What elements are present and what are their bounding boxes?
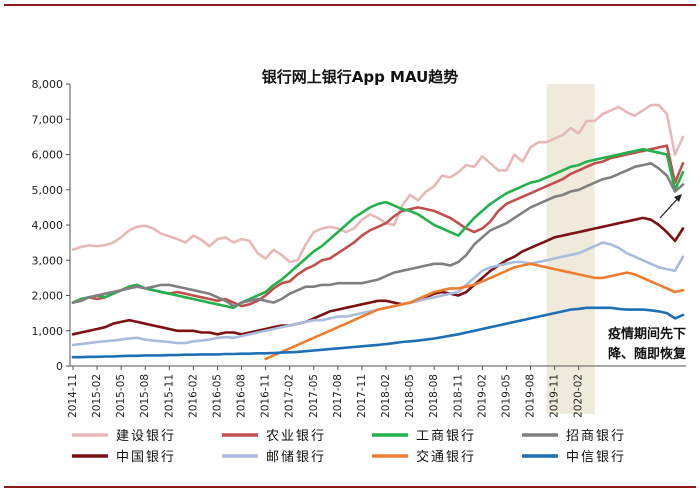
annotation: 疫情期间先下 降、随即恢复 — [608, 194, 687, 362]
legend-label: 中国银行 — [116, 450, 176, 465]
x-tick-label: 2019-11 — [549, 374, 561, 418]
bottom-rule — [4, 486, 696, 488]
series-line-工商银行 — [71, 147, 685, 310]
y-tick-label: 4,000 — [32, 219, 64, 232]
annotation-line-2: 降、随即恢复 — [608, 346, 687, 362]
legend-label: 中信银行 — [566, 450, 626, 465]
y-tick-label: 7,000 — [32, 113, 64, 126]
x-tick-label: 2016-11 — [260, 374, 272, 418]
series-line-农业银行 — [71, 144, 685, 308]
y-tick-label: 1,000 — [32, 325, 64, 338]
y-tick-label: 5,000 — [32, 184, 64, 197]
legend-label: 农业银行 — [266, 429, 326, 444]
x-tick-label: 2016-02 — [187, 374, 199, 418]
series-line-交通银行 — [264, 262, 685, 361]
legend-label: 邮储银行 — [266, 450, 326, 465]
series-line-中信银行 — [71, 306, 685, 359]
legend-label: 招商银行 — [566, 429, 626, 444]
x-tick-label: 2019-05 — [500, 374, 512, 418]
top-rule — [4, 4, 696, 6]
x-tick-label: 2020-02 — [573, 374, 585, 418]
x-tick-label: 2015-08 — [139, 374, 151, 418]
y-tick-label: 6,000 — [32, 149, 64, 162]
x-tick-label: 2019-08 — [525, 374, 537, 418]
x-tick-label: 2018-08 — [428, 374, 440, 418]
x-tick-label: 2015-02 — [91, 374, 103, 418]
y-tick-label: 3,000 — [32, 254, 64, 267]
annotation-line-1: 疫情期间先下 — [608, 326, 686, 342]
series-line-建设银行 — [71, 103, 685, 264]
chart-title: 银行网上银行App MAU趋势 — [262, 68, 459, 86]
x-tick-label: 2017-05 — [308, 374, 320, 418]
x-tick-label: 2017-02 — [284, 374, 296, 418]
x-tick-label: 2015-11 — [163, 374, 175, 418]
series-line-招商银行 — [71, 162, 685, 308]
x-tick-label: 2014-11 — [67, 374, 79, 418]
x-tick-label: 2017-11 — [356, 374, 368, 418]
y-tick-label: 8,000 — [32, 78, 64, 91]
series-line-中国银行 — [71, 216, 685, 336]
x-tick-label: 2015-05 — [115, 374, 127, 418]
x-tick-label: 2018-02 — [380, 374, 392, 418]
x-tick-label: 2017-08 — [332, 374, 344, 418]
y-tick-label: 0 — [56, 360, 63, 373]
legend-label: 工商银行 — [416, 429, 476, 444]
x-tick-label: 2016-08 — [236, 374, 248, 418]
legend-label: 建设银行 — [116, 429, 176, 444]
x-tick-label: 2018-05 — [404, 374, 416, 418]
legend-label: 交通银行 — [416, 449, 476, 465]
x-tick-label: 2019-02 — [476, 374, 488, 418]
annotation-arrowhead — [674, 194, 682, 202]
y-tick-label: 2,000 — [32, 290, 64, 303]
x-tick-label: 2016-05 — [211, 374, 223, 418]
x-tick-label: 2018-11 — [452, 374, 464, 418]
